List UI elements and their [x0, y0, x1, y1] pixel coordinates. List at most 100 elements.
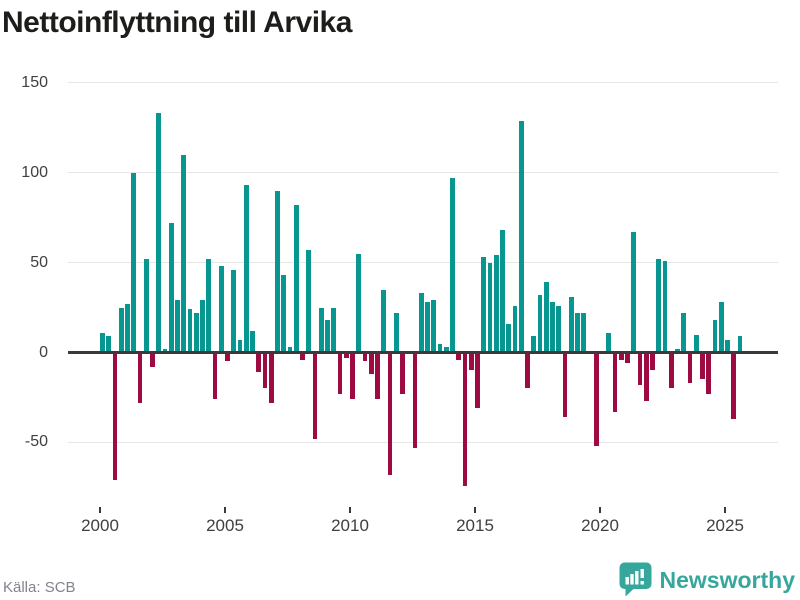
- bar-q4: [125, 303, 130, 353]
- x-axis-label: 2010: [331, 516, 369, 535]
- bar-q89: [656, 259, 662, 353]
- x-axis-tick: [224, 507, 226, 513]
- bar-q94: [687, 352, 693, 384]
- bar-q88: [650, 352, 655, 371]
- bar-q59: [468, 352, 474, 371]
- bar-q37: [331, 307, 337, 353]
- bar-q91: [668, 352, 674, 389]
- bar-q55: [443, 347, 449, 353]
- bar-q31: [293, 205, 299, 353]
- bar-q62: [487, 262, 493, 353]
- bar-q23: [243, 185, 249, 353]
- bar-q19: [218, 266, 224, 353]
- gridline-y100: [68, 172, 778, 174]
- bar-q16: [200, 300, 205, 353]
- bar-q14: [187, 309, 193, 353]
- bar-q5: [131, 172, 137, 353]
- zero-axis-line: [68, 351, 778, 354]
- bar-q6: [137, 352, 143, 403]
- newsworthy-logo-icon: [619, 562, 652, 598]
- bar-q25: [256, 352, 262, 373]
- brand-name: Newsworthy: [659, 566, 795, 593]
- bar-q73: [556, 305, 562, 353]
- gridline-y50: [68, 262, 778, 264]
- bar-q75: [568, 296, 574, 353]
- bar-q36: [325, 320, 330, 353]
- bar-q71: [543, 282, 549, 353]
- bar-q1: [106, 336, 112, 353]
- bar-q76: [575, 312, 580, 353]
- bar-q77: [581, 312, 587, 353]
- bar-q98: [712, 320, 718, 353]
- bar-q28: [275, 190, 280, 353]
- bar-q40: [350, 352, 355, 400]
- bar-q64: [500, 230, 505, 353]
- bar-q18: [212, 352, 218, 400]
- y-axis-label: 0: [39, 343, 48, 361]
- chart-title: Nettoinflyttning till Arvika: [2, 6, 352, 39]
- source-label: Källa: SCB: [3, 579, 76, 596]
- bar-q68: [525, 352, 530, 389]
- bar-q54: [437, 343, 443, 353]
- bar-q70: [537, 294, 543, 353]
- bar-q50: [412, 352, 418, 448]
- bar-q81: [606, 332, 612, 353]
- bar-q21: [231, 269, 237, 353]
- x-axis-tick: [99, 507, 101, 513]
- bar-q100: [725, 339, 730, 353]
- bar-q12: [175, 300, 180, 353]
- bar-q20: [225, 352, 230, 362]
- bar-q63: [493, 255, 499, 353]
- bar-q48: [400, 352, 405, 394]
- bar-q61: [481, 257, 487, 353]
- bar-q82: [612, 352, 618, 412]
- bar-q95: [693, 334, 699, 353]
- bar-q87: [643, 352, 649, 402]
- bar-q53: [431, 300, 437, 353]
- bar-q83: [618, 352, 624, 360]
- bar-q52: [425, 302, 430, 353]
- bar-q97: [706, 352, 712, 394]
- bar-q102: [737, 336, 743, 353]
- x-axis-tick: [724, 507, 726, 513]
- y-axis-label: 50: [30, 253, 48, 271]
- bar-q92: [675, 348, 680, 353]
- bar-q51: [418, 293, 424, 353]
- bar-q43: [368, 352, 374, 375]
- x-axis-tick: [349, 507, 351, 513]
- bar-q30: [287, 347, 293, 353]
- bar-q99: [718, 302, 724, 353]
- bar-q8: [150, 352, 155, 367]
- bar-q15: [193, 312, 199, 353]
- bar-q60: [475, 352, 480, 409]
- bar-q74: [562, 352, 568, 418]
- bar-q32: [300, 352, 305, 360]
- bar-q9: [156, 113, 162, 353]
- bar-q79: [593, 352, 599, 446]
- bar-q7: [143, 259, 149, 353]
- gridline-y150: [68, 82, 778, 84]
- bar-q29: [281, 275, 287, 353]
- bar-q41: [356, 253, 362, 353]
- bar-q2: [112, 352, 118, 481]
- x-axis-label: 2020: [581, 516, 619, 535]
- bar-q56: [450, 178, 455, 353]
- bar-q93: [681, 312, 687, 353]
- bar-q85: [631, 232, 637, 353]
- bar-q22: [237, 339, 243, 353]
- gridline-y-50: [68, 441, 778, 443]
- x-axis-tick: [599, 507, 601, 513]
- brand-logo[interactable]: Newsworthy: [619, 562, 795, 598]
- bar-q11: [168, 223, 174, 353]
- bar-q34: [312, 352, 318, 439]
- bar-q86: [637, 352, 643, 385]
- bar-q0: [100, 332, 105, 353]
- bar-q69: [531, 336, 537, 353]
- bar-q65: [506, 323, 512, 353]
- bar-q67: [518, 120, 524, 353]
- bar-q45: [381, 289, 387, 353]
- bar-q42: [362, 352, 368, 362]
- bar-q84: [625, 352, 630, 364]
- x-axis-label: 2015: [456, 516, 494, 535]
